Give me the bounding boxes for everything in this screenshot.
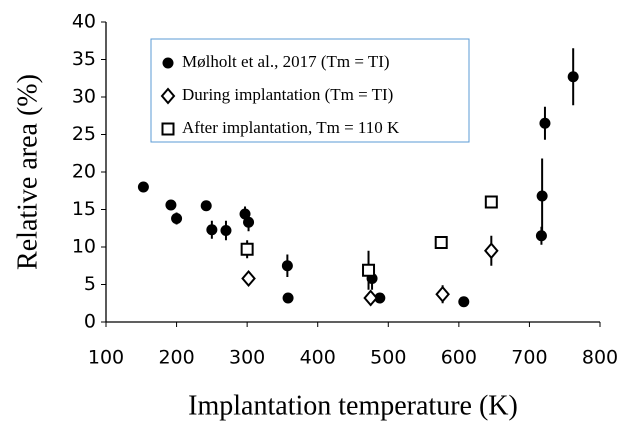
point	[206, 224, 218, 236]
point	[458, 296, 470, 308]
y-tick-label: 35	[72, 48, 96, 70]
y-tick-label: 30	[72, 86, 96, 108]
point	[220, 225, 232, 236]
point	[535, 230, 547, 242]
point	[484, 242, 499, 260]
point	[435, 285, 450, 303]
point	[567, 71, 579, 83]
x-tick-label: 800	[582, 347, 618, 369]
legend-label: After implantation, Tm = 110 K	[182, 118, 400, 137]
y-tick-label: 15	[72, 198, 96, 220]
x-axis-title: Implantation temperature (K)	[188, 390, 518, 421]
point	[434, 236, 448, 249]
point	[243, 216, 255, 228]
x-tick-label: 400	[300, 347, 336, 369]
legend-marker	[162, 57, 174, 69]
point	[539, 117, 551, 129]
point	[240, 242, 254, 256]
y-tick-label: 20	[72, 161, 96, 183]
point	[200, 200, 212, 212]
point	[362, 263, 376, 277]
point	[281, 260, 293, 272]
x-tick-label: 600	[441, 347, 477, 369]
point	[137, 181, 149, 193]
point	[241, 269, 256, 288]
x-tick-label: 200	[158, 347, 194, 369]
point	[374, 292, 386, 304]
y-tick-label: 25	[72, 123, 96, 145]
point	[536, 190, 548, 202]
point	[165, 199, 177, 211]
legend-marker	[161, 122, 175, 136]
y-axis-title: Relative area (%)	[12, 74, 43, 270]
point	[363, 289, 378, 307]
x-tick-label: 300	[229, 347, 265, 369]
y-tick-label: 10	[72, 236, 96, 258]
x-tick-label: 500	[370, 347, 406, 369]
y-tick-label: 0	[84, 311, 96, 333]
point	[282, 292, 294, 304]
y-tick-label: 5	[84, 273, 96, 295]
legend-box	[150, 38, 470, 143]
legend-marker	[160, 87, 176, 105]
legend-label: During implantation (Tm = TI)	[182, 85, 393, 104]
x-tick-label: 700	[511, 347, 547, 369]
y-tick-label: 40	[72, 11, 96, 33]
x-tick-label: 100	[88, 347, 124, 369]
point	[171, 213, 183, 224]
legend-label: Mølholt et al., 2017 (Tm = TI)	[182, 52, 390, 71]
point	[484, 195, 498, 209]
